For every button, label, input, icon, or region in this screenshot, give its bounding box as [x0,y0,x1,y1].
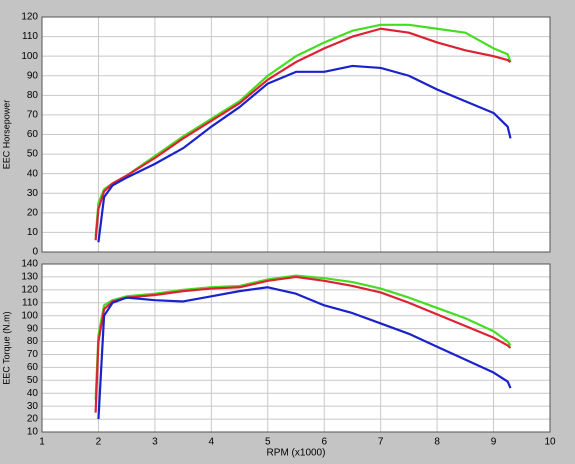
y-axis-label: EEC Horsepower [1,100,11,170]
y-tick-label: 110 [22,297,38,308]
y-tick-label: 50 [27,375,39,386]
y-tick-label: 80 [27,90,39,101]
x-tick-label: 5 [265,437,271,448]
y-tick-label: 60 [27,129,39,140]
series-line [97,64,512,243]
y-tick-label: 40 [27,168,39,179]
y-tick-label: 110 [22,31,38,42]
x-tick-label: 10 [544,437,556,448]
x-tick-label: 1 [39,437,45,448]
x-tick-label: 7 [378,437,384,448]
y-tick-label: 30 [27,188,39,199]
plot-area [42,264,550,432]
y-tick-label: 20 [27,207,39,218]
y-tick-label: 70 [27,110,39,121]
plot-border [41,263,551,433]
series-line [94,27,512,241]
y-tick-label: 40 [27,388,39,399]
y-tick-label: 20 [27,414,39,425]
y-tick-label: 60 [27,362,39,373]
series-line [94,274,512,400]
plot-border [41,16,551,253]
series-line [97,286,512,420]
x-tick-label: 4 [209,437,215,448]
y-tick-label: 130 [21,272,38,283]
y-tick-label: 120 [21,12,38,23]
x-axis-label: RPM (x1000) [267,448,326,459]
y-tick-label: 0 [32,247,38,258]
y-tick-label: 90 [27,323,39,334]
y-tick-label: 50 [27,149,39,160]
x-tick-label: 8 [434,437,440,448]
y-tick-label: 100 [21,51,38,62]
x-tick-label: 9 [491,437,497,448]
x-tick-label: 6 [321,437,327,448]
y-tick-label: 10 [27,427,39,438]
y-tick-label: 80 [27,336,39,347]
y-tick-label: 10 [27,227,39,238]
x-tick-label: 2 [96,437,102,448]
y-tick-label: 100 [21,310,38,321]
y-tick-label: 120 [21,284,38,295]
y-axis-label: EEC Torque (N.m) [1,311,11,384]
y-tick-label: 70 [27,349,39,360]
y-tick-label: 30 [27,401,39,412]
y-tick-label: 140 [21,259,38,270]
x-tick-label: 3 [152,437,158,448]
y-tick-label: 90 [27,70,39,81]
